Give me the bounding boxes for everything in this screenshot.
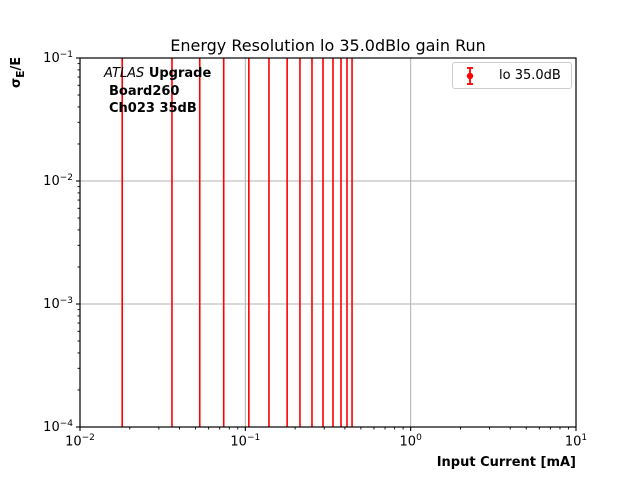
annotation-line-2: Board260 (109, 83, 180, 99)
y-tick-label: 10−1 (43, 49, 73, 67)
chart-title: Energy Resolution lo 35.0dBlo gain Run (170, 36, 486, 55)
x-tick-label: 100 (399, 433, 422, 450)
y-tick-label: 10−3 (43, 295, 73, 313)
x-tick-label: 10−2 (65, 433, 95, 450)
x-tick-label: 101 (564, 433, 588, 450)
ylabel-subscript: E (13, 70, 27, 78)
y-tick-label: 10−4 (43, 418, 73, 436)
annotation-block: ATLAS Upgrade Board260 Ch023 35dB (104, 65, 211, 118)
axes-frame (79, 57, 577, 428)
y-tick-label: 10−2 (43, 172, 73, 190)
x-tick-label: 10−1 (230, 433, 261, 450)
errorbar-marker-icon (453, 66, 487, 85)
annotation-atlas: ATLAS (104, 66, 145, 81)
legend-entry-label: lo 35.0dB (499, 68, 561, 83)
y-axis-label: σE/E (9, 57, 27, 167)
legend-box: lo 35.0dB (452, 62, 572, 89)
annotation-line-1: ATLAS Upgrade (104, 65, 211, 83)
ylabel-sigma: σ (9, 77, 25, 88)
ylabel-suffix: /E (9, 56, 25, 71)
x-axis-label: Input Current [mA] (436, 455, 576, 470)
annotation-upgrade: Upgrade (148, 66, 212, 81)
legend-marker-dot (466, 72, 474, 79)
annotation-line-3: Ch023 35dB (109, 101, 197, 116)
